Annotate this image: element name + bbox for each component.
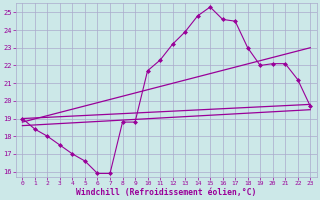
X-axis label: Windchill (Refroidissement éolien,°C): Windchill (Refroidissement éolien,°C) [76, 188, 257, 197]
